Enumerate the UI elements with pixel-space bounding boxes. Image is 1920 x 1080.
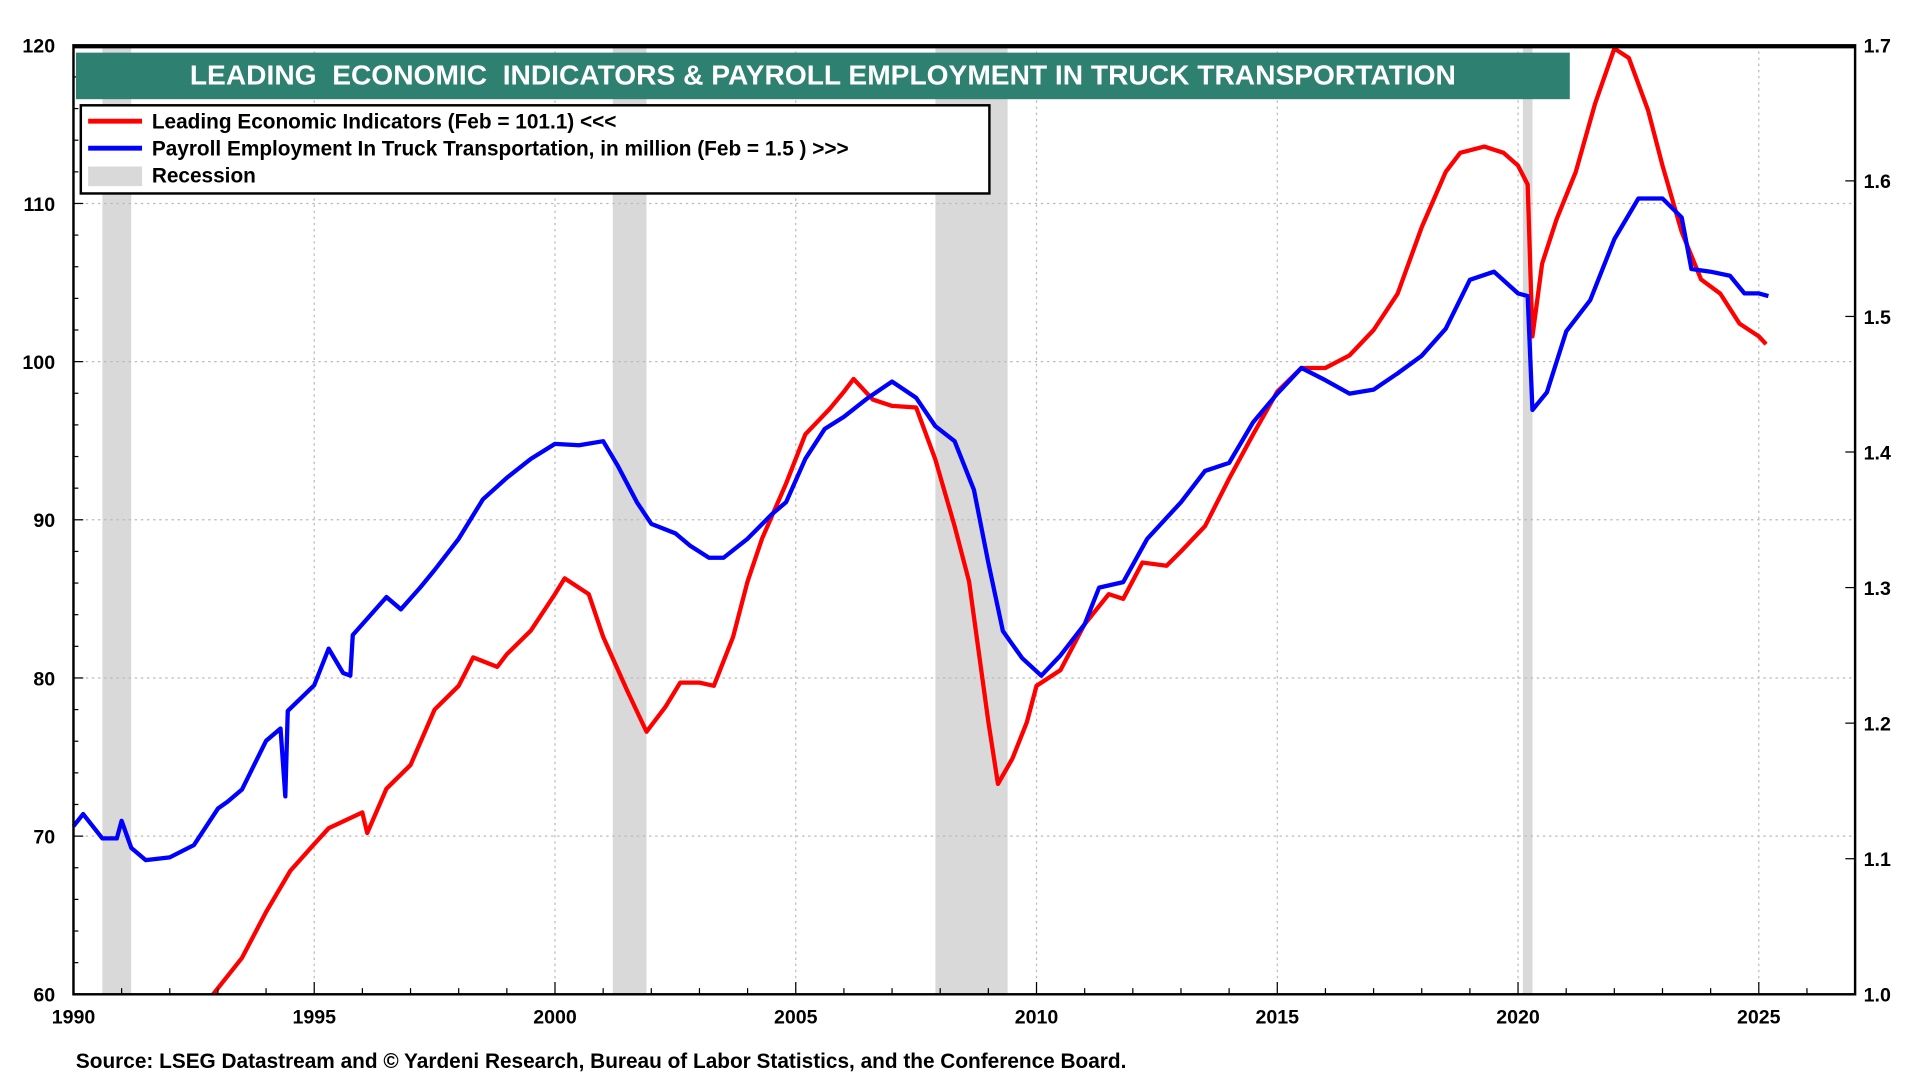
y-right-tick-label: 1.2 [1864, 713, 1891, 735]
x-tick-label: 2010 [1015, 1007, 1059, 1029]
x-tick-label: 2025 [1737, 1007, 1781, 1029]
y-right-tick-label: 1.5 [1864, 307, 1891, 329]
y-left-tick-label: 60 [33, 985, 55, 1007]
lei-line [211, 46, 1768, 996]
legend: Leading Economic Indicators (Feb = 101.1… [79, 104, 991, 195]
legend-box [79, 104, 991, 195]
y-right-tick-label: 1.0 [1864, 985, 1891, 1007]
recession-band [1522, 45, 1533, 995]
y-right-tick-label: 1.3 [1864, 578, 1891, 600]
legend-label-recession: Recession [152, 164, 256, 187]
series-lines [71, 46, 1769, 996]
y-left-tick-label: 120 [22, 36, 55, 58]
chart-title: LEADING ECONOMIC INDICATORS & PAYROLL EM… [190, 59, 1456, 90]
legend-label-lei: Leading Economic Indicators (Feb = 101.1… [152, 111, 617, 134]
y-right-tick-label: 1.4 [1864, 442, 1891, 464]
x-tick-label: 1995 [292, 1007, 336, 1029]
y-left-tick-label: 90 [33, 510, 55, 532]
y-left-tick-label: 80 [33, 668, 55, 690]
axis-labels: 1990 1995 2000 2005 2010 2015 2020 2025 60 70 80 90… [22, 36, 1891, 1029]
source-note: Source: LSEG Datastream and © Yardeni Re… [76, 1050, 1126, 1073]
x-tick-label: 2005 [774, 1007, 818, 1029]
x-tick-label: 2015 [1255, 1007, 1299, 1029]
legend-swatch-recession [88, 166, 143, 187]
y-right-tick-label: 1.6 [1864, 171, 1891, 193]
recession-bands [102, 45, 1533, 995]
title-banner [75, 52, 1570, 100]
x-tick-label: 1990 [52, 1007, 96, 1029]
legend-label-payroll: Payroll Employment In Truck Transportati… [152, 138, 849, 161]
y-left-tick-label: 110 [24, 194, 56, 216]
y-right-tick-label: 1.1 [1864, 849, 1891, 871]
recession-band [935, 45, 1008, 995]
gridlines [73, 45, 1856, 995]
y-left-tick-label: 100 [22, 352, 55, 374]
x-tick-label: 2020 [1496, 1007, 1540, 1029]
x-tick-label: 2000 [533, 1007, 577, 1029]
y-left-tick-label: 70 [33, 826, 55, 848]
payroll-employment-line [71, 196, 1769, 863]
y-right-tick-label: 1.7 [1864, 36, 1891, 58]
